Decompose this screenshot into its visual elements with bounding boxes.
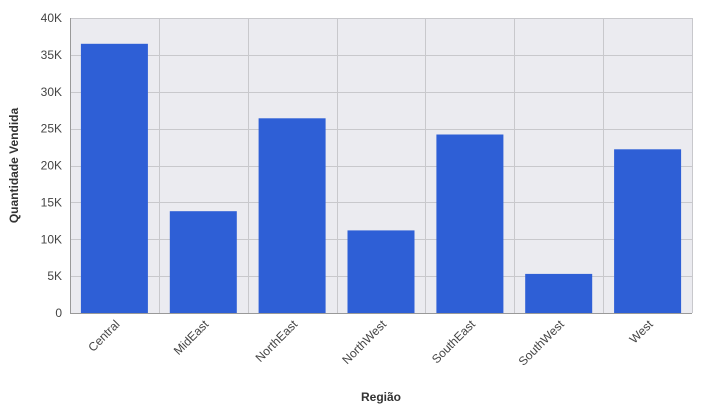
bar-northwest bbox=[347, 230, 415, 313]
y-tick-label: 5K bbox=[47, 269, 62, 283]
y-axis-title: Quantidade Vendida bbox=[7, 108, 21, 224]
bar-west bbox=[614, 149, 682, 313]
axes bbox=[70, 18, 692, 314]
y-tick-label: 15K bbox=[41, 195, 62, 209]
bar-southeast bbox=[436, 134, 504, 313]
x-axis-title: Região bbox=[361, 390, 401, 404]
x-tick-label: West bbox=[627, 317, 657, 347]
x-tick-label: NorthEast bbox=[253, 317, 301, 365]
x-axis-tick-labels: Central MidEast NorthEast NorthWest SouthEas… bbox=[85, 317, 656, 369]
bar-series bbox=[80, 43, 682, 314]
y-tick-label: 0 bbox=[55, 306, 62, 320]
bar-southwest bbox=[525, 273, 593, 313]
y-tick-label: 30K bbox=[41, 85, 62, 99]
x-tick-label: SouthWest bbox=[516, 317, 568, 369]
y-tick-label: 35K bbox=[41, 48, 62, 62]
bar-northeast bbox=[258, 118, 326, 313]
y-tick-label: 10K bbox=[41, 232, 62, 246]
y-axis-tick-labels: 0 5K 10K 15K 20K 25K 30K 35K 40K bbox=[41, 11, 63, 320]
x-tick-label: MidEast bbox=[171, 317, 212, 358]
x-tick-label: SouthEast bbox=[429, 317, 479, 367]
bar-mideast bbox=[169, 211, 237, 313]
bar-central bbox=[80, 43, 148, 314]
x-tick-label: NorthWest bbox=[339, 317, 389, 367]
y-tick-label: 20K bbox=[41, 159, 62, 173]
y-tick-label: 40K bbox=[41, 11, 62, 25]
x-tick-label: Central bbox=[85, 317, 122, 354]
y-tick-label: 25K bbox=[41, 122, 62, 136]
